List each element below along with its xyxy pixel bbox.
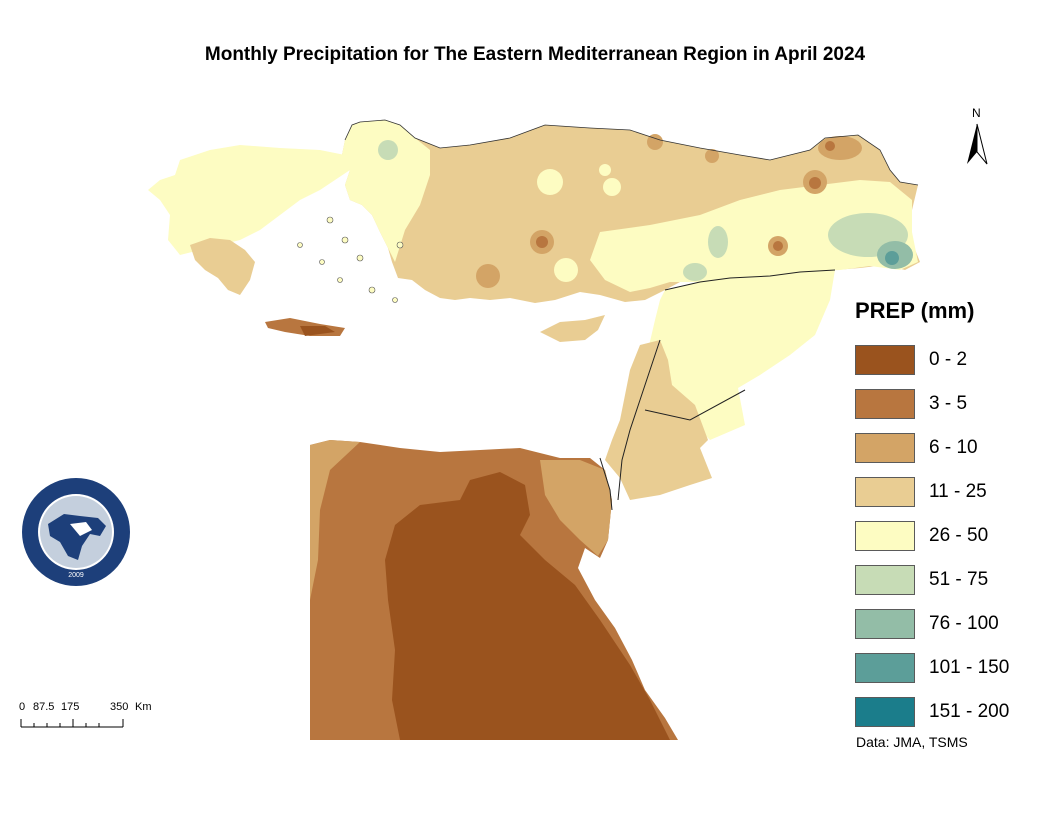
syria-region	[648, 270, 835, 440]
legend-label: 11 - 25	[929, 481, 987, 502]
north-label: N	[972, 106, 981, 120]
legend-swatch	[855, 345, 915, 375]
scale-unit: Km	[135, 701, 152, 713]
west-turkey-wet-zone	[342, 120, 430, 262]
egypt-dry-core	[385, 472, 670, 740]
emcc-logo: 2009	[22, 478, 130, 586]
central-wet-spot	[708, 226, 728, 258]
south-wet-spot	[683, 263, 707, 281]
scale-bar	[20, 719, 124, 728]
legend-label: 101 - 150	[929, 657, 1010, 678]
istanbul-wet-spot	[378, 140, 398, 160]
coastline-outline	[344, 119, 919, 186]
wet-spot-a	[537, 169, 563, 195]
legend-label: 151 - 200	[929, 701, 1010, 722]
logo-year: 2009	[68, 572, 84, 579]
data-source: Data: JMA, TSMS	[856, 734, 968, 750]
aegean-islands	[297, 216, 404, 303]
syria-jordan-border	[644, 389, 746, 421]
dry-spot-1-core	[536, 236, 548, 248]
legend-swatch	[855, 389, 915, 419]
scale-tick-175: 175	[61, 701, 80, 713]
dry-spot-7	[705, 149, 719, 163]
crete-dry-spot	[300, 326, 335, 336]
legend-title: PREP (mm)	[855, 298, 975, 323]
legend-swatch	[855, 521, 915, 551]
sinai-region	[540, 460, 612, 556]
legend-label: 76 - 100	[929, 613, 999, 634]
legend-swatch	[855, 477, 915, 507]
dry-spot-6	[647, 134, 663, 150]
legend-swatch	[855, 653, 915, 683]
levant-region	[605, 340, 712, 500]
wet-spot-c	[554, 258, 578, 282]
east-wettest-spot	[885, 251, 899, 265]
legend-swatch	[855, 697, 915, 727]
dry-spot-3-core	[809, 177, 821, 189]
east-turkey-wet-zone	[590, 180, 918, 292]
scale-tick-87: 87.5	[33, 701, 55, 713]
cyprus-island	[540, 315, 605, 342]
legend-label: 6 - 10	[929, 437, 978, 458]
turkey-syria-border	[664, 269, 836, 291]
levant-internal-border	[617, 339, 661, 501]
dry-spot-4-core	[825, 141, 835, 151]
legend-swatch	[855, 565, 915, 595]
legend-label: 26 - 50	[929, 525, 989, 546]
dry-spot-5	[476, 264, 500, 288]
peloponnese-region	[190, 238, 255, 295]
thrace-region	[148, 145, 350, 255]
egypt-border	[599, 457, 613, 511]
wet-spot-b	[603, 178, 621, 196]
dry-spot-4	[818, 136, 862, 160]
scale-tick-350: 350	[110, 701, 129, 713]
north-arrow-icon	[967, 123, 988, 165]
scale-tick-0: 0	[19, 701, 26, 713]
wet-spot-d	[599, 164, 611, 176]
egypt-north-coast	[310, 440, 360, 600]
legend-swatch	[855, 609, 915, 639]
map-title: Monthly Precipitation for The Eastern Me…	[204, 44, 866, 65]
legend-label: 3 - 5	[929, 393, 968, 414]
legend-label: 0 - 2	[929, 349, 968, 370]
legend-swatch	[855, 433, 915, 463]
legend-label: 51 - 75	[929, 569, 989, 590]
dry-spot-2-core	[773, 241, 783, 251]
